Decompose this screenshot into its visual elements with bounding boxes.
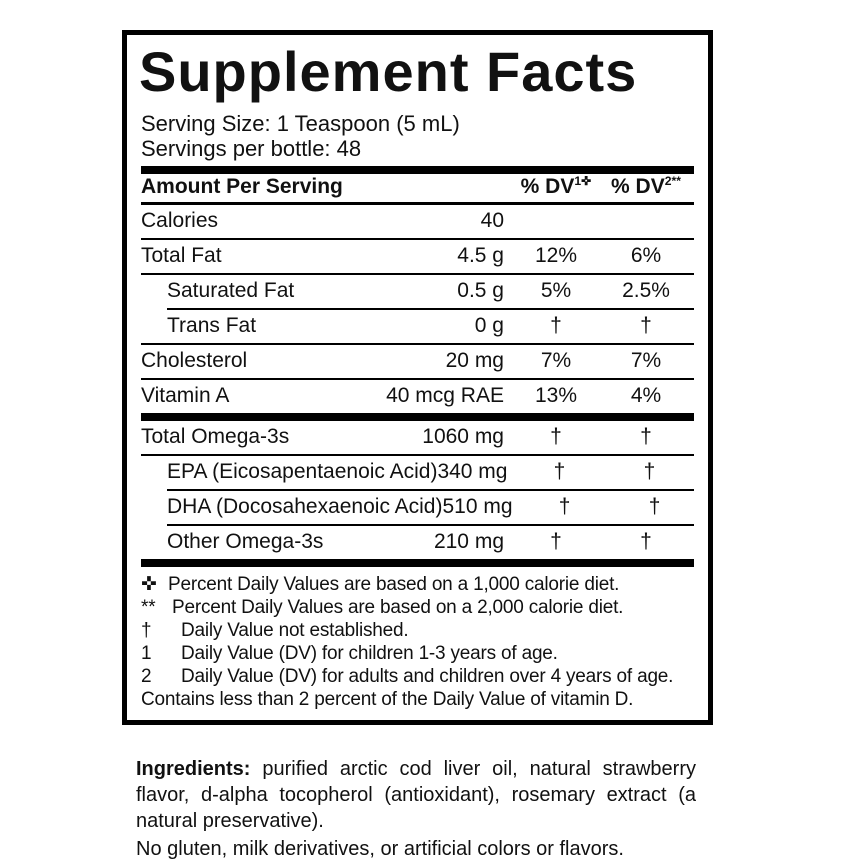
panel-title: Supplement Facts — [139, 40, 638, 103]
nutrient-dv2: † — [648, 495, 661, 519]
footnote-marker: † — [141, 619, 152, 641]
nutrient-dv1: 5% — [540, 279, 572, 303]
footnote-marker: ✜ — [141, 573, 157, 595]
table-row: Calories 40 — [141, 205, 694, 238]
header-dv2-superscript: 2** — [664, 173, 681, 188]
nutrient-name: DHA (Docosahexaenoic Acid) — [167, 495, 443, 519]
header-dv1: % DV1✜ — [520, 173, 592, 198]
serving-size: Serving Size: 1 Teaspoon (5 mL) — [141, 110, 460, 136]
nutrient-name: Cholesterol — [141, 349, 248, 373]
row-separator — [141, 272, 694, 275]
footnote-marker: 2 — [141, 665, 152, 687]
nutrient-table: Calories 40 Total Fat 4.5 g 12% 6% Satur… — [141, 205, 694, 567]
nutrient-amount: 1060 mg — [422, 425, 504, 449]
table-row: Cholesterol 20 mg 7% 7% — [141, 345, 694, 378]
footnote-text: Daily Value (DV) for adults and children… — [181, 665, 674, 687]
table-header-row: Amount Per Serving % DV1✜ % DV2** — [141, 174, 694, 205]
nutrient-amount: 0.5 g — [457, 279, 504, 303]
nutrient-name: Other Omega-3s — [167, 530, 324, 554]
footnote-marker: ** — [141, 596, 156, 618]
nutrient-name: Calories — [141, 209, 219, 233]
nutrient-dv1: 13% — [534, 384, 578, 408]
footnote-line: ✜ Percent Daily Values are based on a 1,… — [141, 573, 694, 596]
nutrient-amount: 40 — [480, 209, 504, 233]
footnote-text: Percent Daily Values are based on a 1,00… — [168, 573, 620, 595]
nutrient-amount: 4.5 g — [457, 244, 504, 268]
header-dv1-superscript: 1✜ — [574, 173, 592, 188]
nutrient-name: EPA (Eicosapentaenoic Acid) — [167, 460, 438, 484]
table-row: Total Fat 4.5 g 12% 6% — [141, 240, 694, 273]
footnote-text: Daily Value not established. — [181, 619, 409, 641]
table-row: DHA (Docosahexaenoic Acid) 510 mg † † — [141, 491, 694, 524]
nutrient-dv2: 6% — [630, 244, 662, 268]
nutrient-dv1: † — [550, 530, 562, 554]
row-separator — [167, 488, 694, 491]
footnote-line: 2 Daily Value (DV) for adults and childr… — [141, 665, 694, 688]
footnote-text: Contains less than 2 percent of the Dail… — [141, 688, 634, 710]
row-separator — [141, 237, 694, 240]
nutrient-dv2: † — [643, 460, 656, 484]
row-separator — [167, 307, 694, 310]
nutrient-dv2: 4% — [630, 384, 662, 408]
table-row: Saturated Fat 0.5 g 5% 2.5% — [141, 275, 694, 308]
nutrient-name: Trans Fat — [167, 314, 257, 338]
footnote-line: Contains less than 2 percent of the Dail… — [141, 688, 694, 711]
header-dv2: % DV2** — [611, 173, 681, 198]
table-row: EPA (Eicosapentaenoic Acid) 340 mg † † — [141, 456, 694, 489]
nutrient-dv1: 12% — [534, 244, 578, 268]
row-separator — [141, 377, 694, 380]
nutrient-amount: 210 mg — [433, 530, 504, 554]
nutrient-dv2: † — [640, 530, 652, 554]
nutrient-dv2: † — [640, 314, 652, 338]
footnote-text: Daily Value (DV) for children 1-3 years … — [181, 642, 558, 664]
row-separator — [167, 523, 694, 526]
nutrient-amount: 510 mg — [442, 495, 513, 519]
table-row: Trans Fat 0 g † † — [141, 310, 694, 343]
nutrient-dv2: 2.5% — [622, 279, 670, 303]
nutrient-dv1: 7% — [540, 349, 572, 373]
nutrient-amount: 20 mg — [445, 349, 504, 373]
table-row: Total Omega-3s 1060 mg † † — [141, 421, 694, 454]
ingredients-label: Ingredients: — [136, 758, 251, 780]
nutrient-name: Saturated Fat — [167, 279, 295, 303]
nutrient-amount: 0 g — [474, 314, 504, 338]
table-row: Other Omega-3s 210 mg † † — [141, 526, 694, 559]
row-separator — [141, 558, 694, 567]
section-bar-top — [141, 165, 694, 174]
nutrient-name: Total Fat — [141, 244, 222, 268]
nutrient-dv2: 7% — [630, 349, 662, 373]
table-row: Vitamin A 40 mcg RAE 13% 4% — [141, 380, 694, 413]
ingredients-paragraph: Ingredients: purified arctic cod liver o… — [136, 756, 696, 834]
allergen-statement: No gluten, milk derivatives, or artifici… — [136, 838, 624, 860]
nutrient-dv1: † — [553, 460, 566, 484]
nutrient-dv1: † — [550, 314, 562, 338]
nutrient-dv1: † — [558, 495, 571, 519]
nutrient-name: Total Omega-3s — [141, 425, 290, 449]
nutrient-dv2: † — [640, 425, 652, 449]
footnote-line: ** Percent Daily Values are based on a 2… — [141, 596, 694, 619]
nutrient-amount: 340 mg — [437, 460, 508, 484]
servings-per-bottle: Servings per bottle: 48 — [141, 135, 362, 161]
row-separator — [141, 453, 694, 456]
footnotes: ✜ Percent Daily Values are based on a 1,… — [141, 573, 694, 711]
nutrient-name: Vitamin A — [141, 384, 230, 408]
footnote-line: 1 Daily Value (DV) for children 1-3 year… — [141, 642, 694, 665]
footnote-line: † Daily Value not established. — [141, 619, 694, 642]
supplement-facts-panel: Supplement Facts Serving Size: 1 Teaspoo… — [122, 30, 713, 725]
footnote-marker: 1 — [141, 642, 152, 664]
footnote-text: Percent Daily Values are based on a 2,00… — [172, 596, 624, 618]
nutrient-dv1: † — [550, 425, 562, 449]
row-separator — [141, 412, 694, 421]
header-amount-per-serving: Amount Per Serving — [141, 174, 343, 198]
row-separator — [141, 342, 694, 345]
ingredients-text: purified arctic cod liver oil, natural s… — [136, 758, 697, 832]
nutrient-amount: 40 mcg RAE — [386, 384, 504, 408]
